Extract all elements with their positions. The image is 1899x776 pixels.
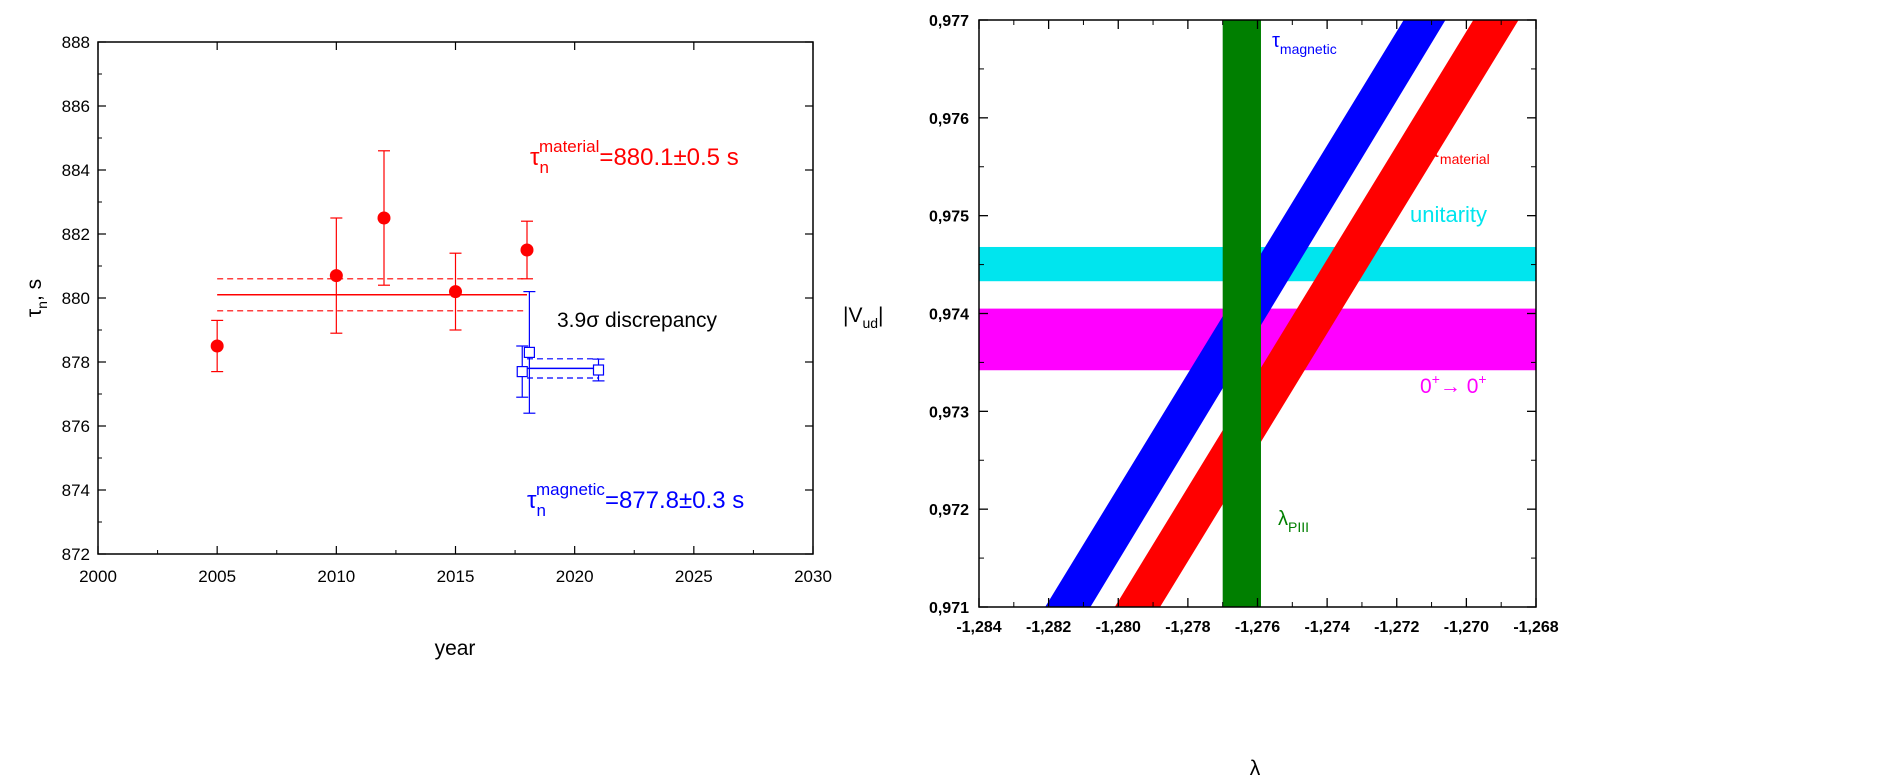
material-data-point xyxy=(377,211,391,225)
lambda-label: λPIII xyxy=(1278,508,1309,535)
y-tick-label: 878 xyxy=(62,353,90,372)
material-result-annotation: τnmaterial=880.1±0.5 s xyxy=(530,137,739,177)
x-tick-label-2: -1,282 xyxy=(1026,619,1071,636)
x-tick-label: 2020 xyxy=(556,567,594,586)
unitarity-band xyxy=(979,246,1536,282)
x-axis-label-2: λ xyxy=(1250,757,1261,776)
material-data-point xyxy=(210,339,224,353)
magnetic-band xyxy=(1045,20,1446,607)
plot-frame-2 xyxy=(978,19,1537,608)
magnetic-data-point xyxy=(523,346,535,358)
y-tick-label: 874 xyxy=(62,481,90,500)
unitarity-label: unitarity xyxy=(1410,202,1487,227)
constraint-bands xyxy=(979,20,1536,607)
x-tick-label-2: -1,278 xyxy=(1165,619,1210,636)
axes-2: -1,284 -1,282 -1,280 -1,278 -1,276 -1,274 -1,2… xyxy=(929,13,1559,636)
y-axis-label: τn, s xyxy=(23,279,50,317)
y-tick-label: 884 xyxy=(62,161,90,180)
x-axis-label: year xyxy=(435,637,476,660)
tau-magnetic-label: τmagnetic xyxy=(1272,30,1337,57)
x-tick-label-2: -1,276 xyxy=(1235,619,1280,636)
y-tick-label: 886 xyxy=(62,97,90,116)
x-tick-label-2: -1,268 xyxy=(1513,619,1558,636)
x-tick-label-2: -1,274 xyxy=(1304,619,1349,636)
y-tick-label: 880 xyxy=(62,289,90,308)
x-tick-label: 2015 xyxy=(437,567,475,586)
y-tick-label: 888 xyxy=(62,33,90,52)
x-tick-label: 2005 xyxy=(198,567,236,586)
y-tick-label: 882 xyxy=(62,225,90,244)
x-tick-label: 2010 xyxy=(317,567,355,586)
x-tick-label: 2000 xyxy=(79,567,117,586)
magnetic-result-annotation: τnmagnetic=877.8±0.3 s xyxy=(527,480,744,520)
material-data-point xyxy=(449,285,462,299)
y-tick-label: 876 xyxy=(62,417,90,436)
axes: 2000 2005 2010 2015 2020 2025 2030 872 874 876 878… xyxy=(62,33,832,586)
0-0-band xyxy=(979,308,1536,371)
material-data-point xyxy=(329,269,343,283)
data-marks xyxy=(210,150,605,414)
magnetic-data-point xyxy=(516,366,528,378)
x-tick-label: 2030 xyxy=(794,567,832,586)
x-tick-label-2: -1,272 xyxy=(1374,619,1419,636)
superallowed-label: 0+→ 0+ xyxy=(1420,371,1487,398)
y-tick-label: 872 xyxy=(62,545,90,564)
material-band xyxy=(1114,20,1519,607)
x-tick-label: 2025 xyxy=(675,567,713,586)
x-tick-label-2: -1,270 xyxy=(1444,619,1489,636)
x-tick-label-2: -1,280 xyxy=(1096,619,1141,636)
lifetime-chart: 2000 2005 2010 2015 2020 2025 2030 872 874 876 878… xyxy=(23,33,832,660)
discrepancy-annotation: 3.9σ discrepancy xyxy=(557,309,718,332)
material-data-point xyxy=(520,243,534,257)
x-tick-label-2: -1,284 xyxy=(956,619,1001,636)
magnetic-data-point xyxy=(592,364,605,376)
tau-material-label: τmaterial xyxy=(1432,140,1490,167)
lambda-piii-band xyxy=(1222,20,1261,607)
